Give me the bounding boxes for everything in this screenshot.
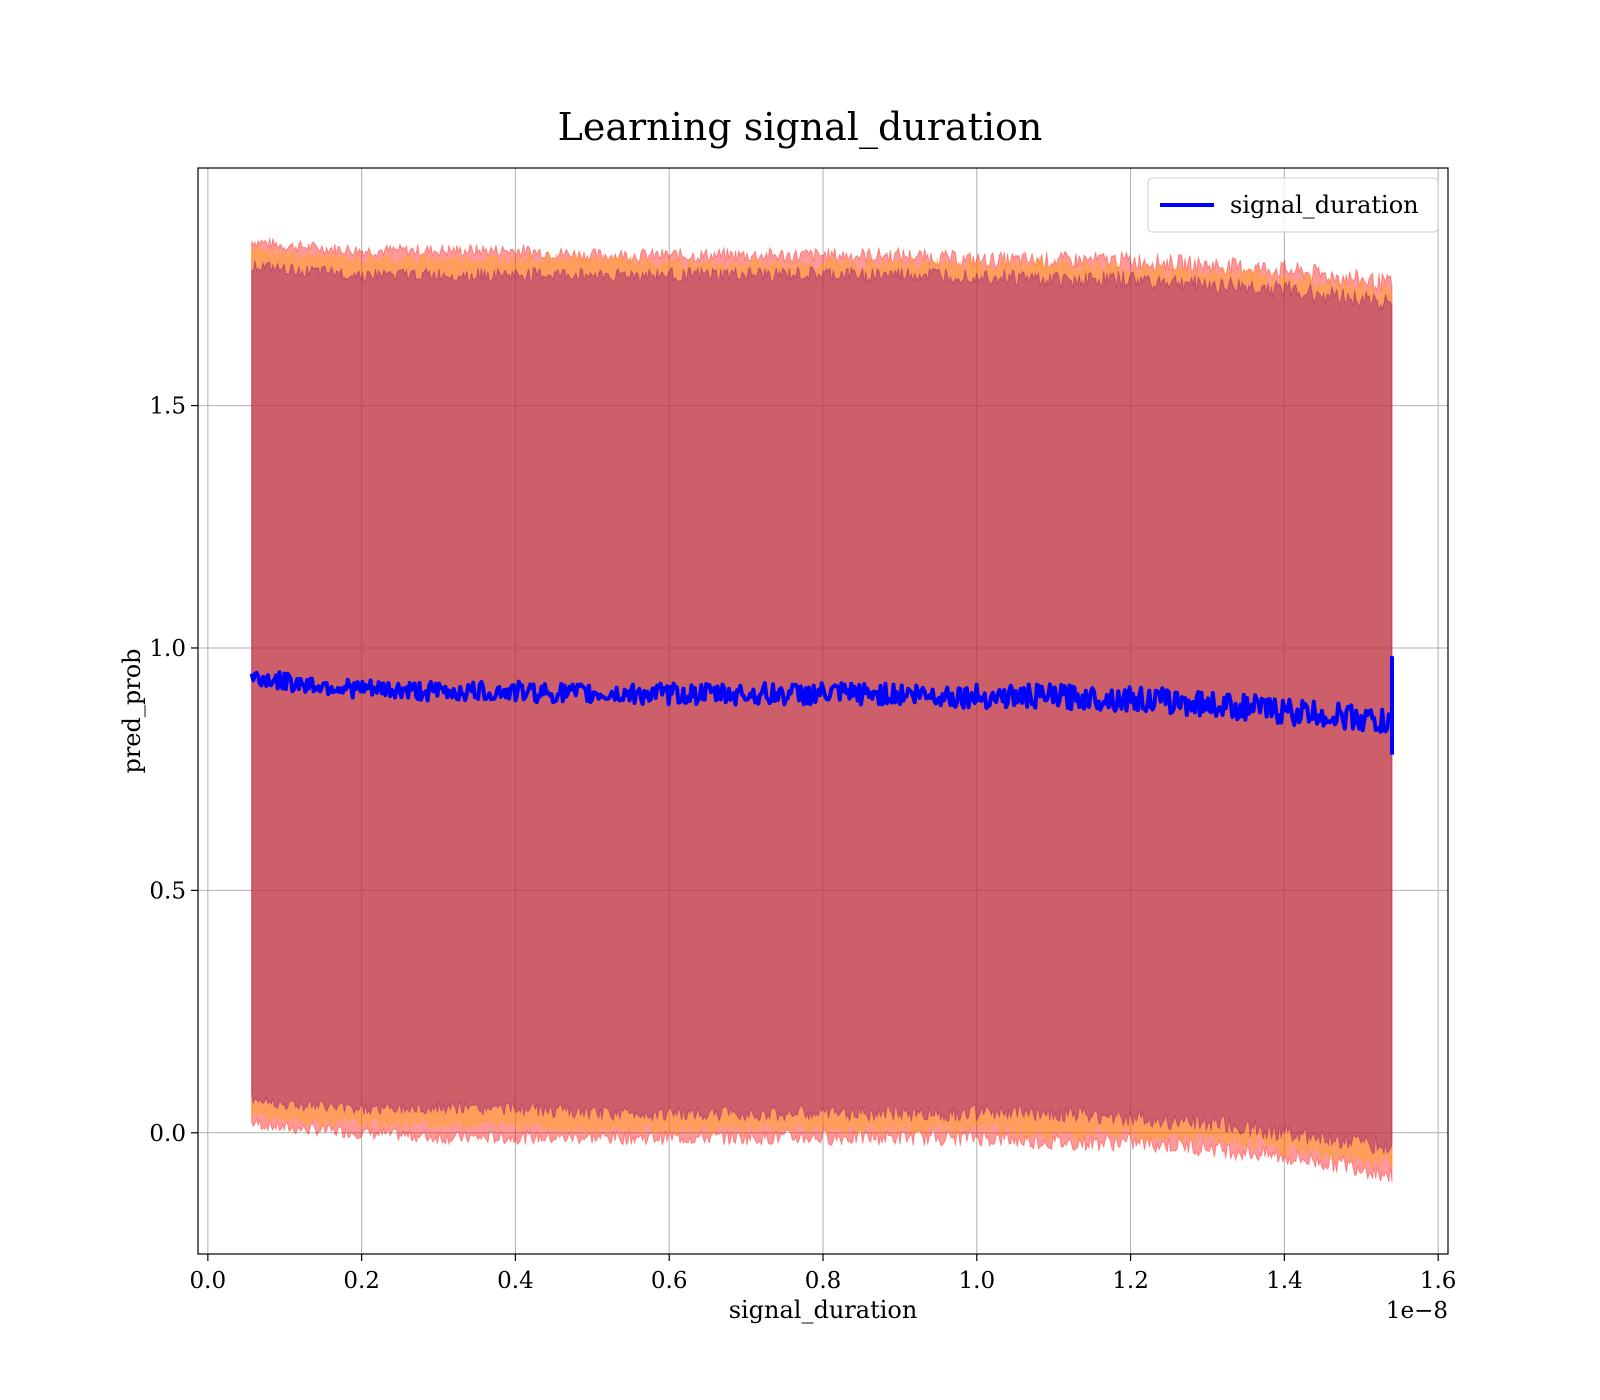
confidence-band-2 [251, 260, 1393, 1155]
plot-area: 0.0 0.2 0.4 0.6 0.8 1.0 1.2 1.4 1.6 0.0 0.5 1.0 1.5 [149, 167, 1456, 1294]
axis-ticks: 0.0 0.2 0.4 0.6 0.8 1.0 1.2 1.4 1.6 0.0 0.5 1.0 1.5 [149, 394, 1456, 1294]
x-axis-label: signal_duration [729, 1296, 918, 1324]
legend-label: signal_duration [1230, 191, 1419, 219]
y-tick-label: 1.0 [149, 636, 186, 662]
y-tick-label: 0.5 [149, 878, 186, 904]
confidence-band-1 [251, 244, 1393, 1169]
x-axis-offset-label: 1e−8 [1386, 1298, 1448, 1324]
x-tick-label: 0.0 [190, 1268, 227, 1294]
series-line-0 [249, 655, 1394, 755]
x-tick-label: 1.0 [959, 1268, 996, 1294]
x-tick-label: 0.2 [343, 1268, 380, 1294]
x-tick-label: 1.4 [1266, 1268, 1303, 1294]
confidence-bands [251, 238, 1393, 1183]
grid [198, 168, 1448, 1254]
legend: signal_duration [1147, 177, 1439, 233]
y-tick-label: 1.5 [149, 394, 186, 420]
x-tick-label: 1.2 [1112, 1268, 1149, 1294]
y-axis-label: pred_prob [118, 648, 146, 773]
confidence-band-0 [251, 238, 1393, 1183]
x-tick-label: 0.6 [651, 1268, 688, 1294]
x-tick-label: 0.4 [497, 1268, 534, 1294]
y-tick-label: 0.0 [149, 1121, 186, 1147]
x-tick-label: 0.8 [805, 1268, 842, 1294]
series-lines [249, 655, 1394, 755]
chart-title: Learning signal_duration [558, 105, 1043, 150]
x-tick-label: 1.6 [1420, 1268, 1457, 1294]
legend-box [1147, 177, 1439, 233]
